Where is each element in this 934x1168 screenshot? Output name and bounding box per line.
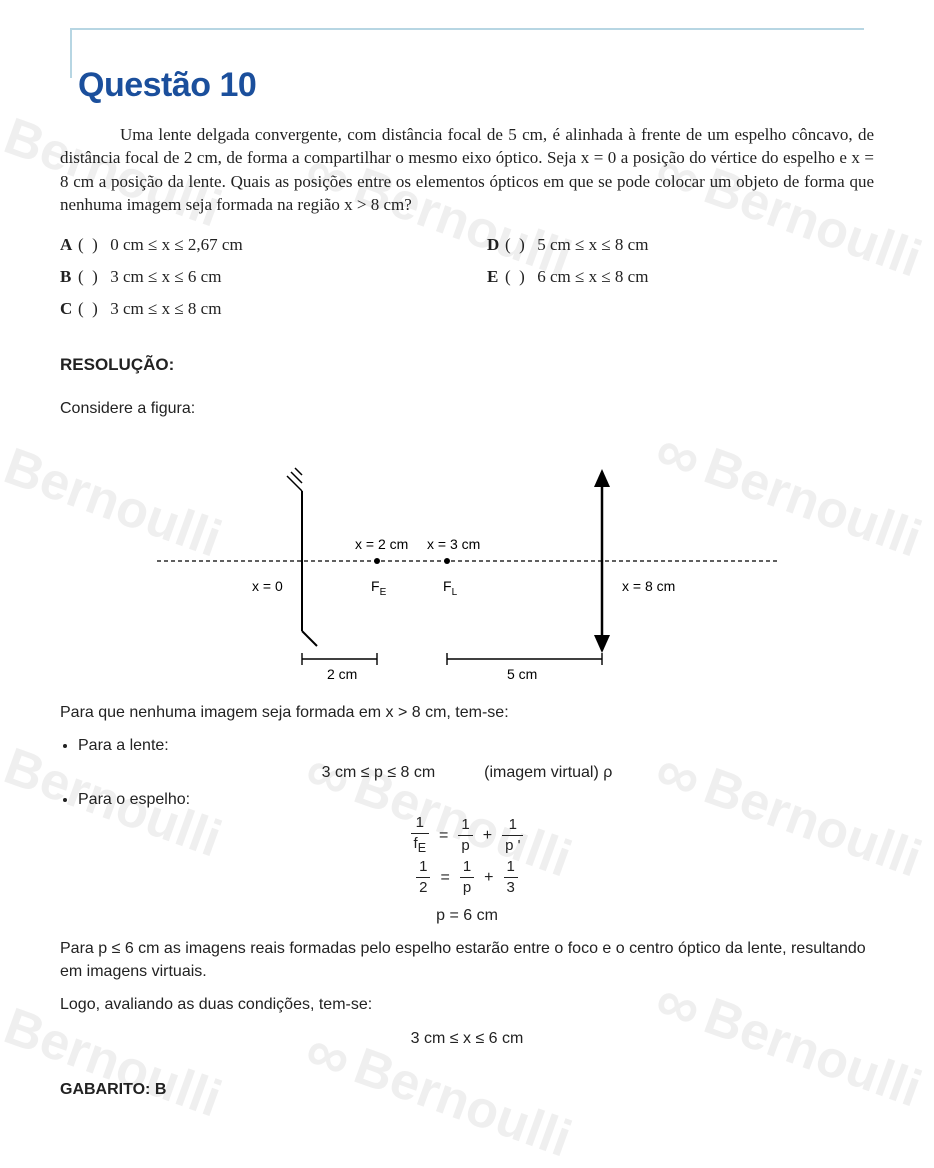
option-a-text: 0 cm ≤ x ≤ 2,67 cm [110,235,242,254]
eq2-plus: + [484,866,493,889]
eq1-eq: = [439,824,448,847]
label-x0: x = 0 [252,578,283,594]
eq2-eq: = [440,866,449,889]
eq1-plus: + [483,824,492,847]
problem-statement: Uma lente delgada convergente, com distâ… [60,123,874,217]
option-b: B( ) 3 cm ≤ x ≤ 6 cm [60,267,447,287]
problem-text: Uma lente delgada convergente, com distâ… [60,125,874,214]
option-d-text: 5 cm ≤ x ≤ 8 cm [537,235,648,254]
bullet-lens: Para a lente: [78,734,874,757]
svg-text:FL: FL [443,578,458,598]
equation-1: 1fE = 1p + 1p ' [60,815,874,855]
equation-2: 1 2 = 1 p + 1 3 [60,859,874,896]
svg-text:FE: FE [371,578,387,598]
eq2-lhs-num: 1 [416,859,430,875]
eq2-t2-num: 1 [504,859,518,875]
answer-key: GABARITO: B [60,1078,874,1101]
label-fl: F [443,578,452,594]
eq1-lhs-den-sub: E [418,841,426,855]
label-dim5: 5 cm [507,666,537,682]
eq2-t1-num: 1 [460,859,474,875]
label-x2: x = 2 cm [355,536,408,552]
line-after-diagram: Para que nenhuma imagem seja formada em … [60,701,874,724]
option-c-text: 3 cm ≤ x ≤ 8 cm [110,299,221,318]
lens-note: (imagem virtual) ρ [484,764,612,781]
label-dim2: 2 cm [327,666,357,682]
eq-result: p = 6 cm [60,904,874,927]
option-b-text: 3 cm ≤ x ≤ 6 cm [110,267,221,286]
eq2-lhs-den: 2 [416,880,430,896]
label-x3: x = 3 cm [427,536,480,552]
eq1-t1-num: 1 [458,817,472,833]
label-fl-sub: L [452,587,458,598]
eq2-t2-den: 3 [504,880,518,896]
option-c: C( ) 3 cm ≤ x ≤ 8 cm [60,299,447,319]
conclusion-range: 3 cm ≤ x ≤ 6 cm [60,1027,874,1050]
option-e-text: 6 cm ≤ x ≤ 8 cm [537,267,648,286]
eq1-t2-den: p ' [502,838,523,854]
resolution-heading: RESOLUÇÃO: [60,353,874,378]
header-rule [60,20,874,56]
option-a: A( ) 0 cm ≤ x ≤ 2,67 cm [60,235,447,255]
label-fe: F [371,578,380,594]
lens-range: 3 cm ≤ p ≤ 8 cm [322,764,436,781]
option-d: D( ) 5 cm ≤ x ≤ 8 cm [487,235,874,255]
eq2-t1-den: p [460,880,474,896]
options-grid: A( ) 0 cm ≤ x ≤ 2,67 cm D( ) 5 cm ≤ x ≤ … [60,235,874,319]
para-after-eqs: Para p ≤ 6 cm as imagens reais formadas … [60,937,874,983]
optics-diagram: x = 0 x = 2 cm FE x = 3 cm FL x = 8 cm [147,431,787,691]
conclusion-intro: Logo, avaliando as duas condições, tem-s… [60,993,874,1016]
eq1-t2-num: 1 [506,817,520,833]
eq1-lhs-num: 1 [413,815,427,831]
label-x8: x = 8 cm [622,578,675,594]
question-title: Questão 10 [78,66,874,105]
eq1-t1-den: p [458,838,472,854]
option-e: E( ) 6 cm ≤ x ≤ 8 cm [487,267,874,287]
resolution-intro: Considere a figura: [60,397,874,420]
label-fe-sub: E [380,587,387,598]
bullet-mirror: Para o espelho: [78,788,874,811]
